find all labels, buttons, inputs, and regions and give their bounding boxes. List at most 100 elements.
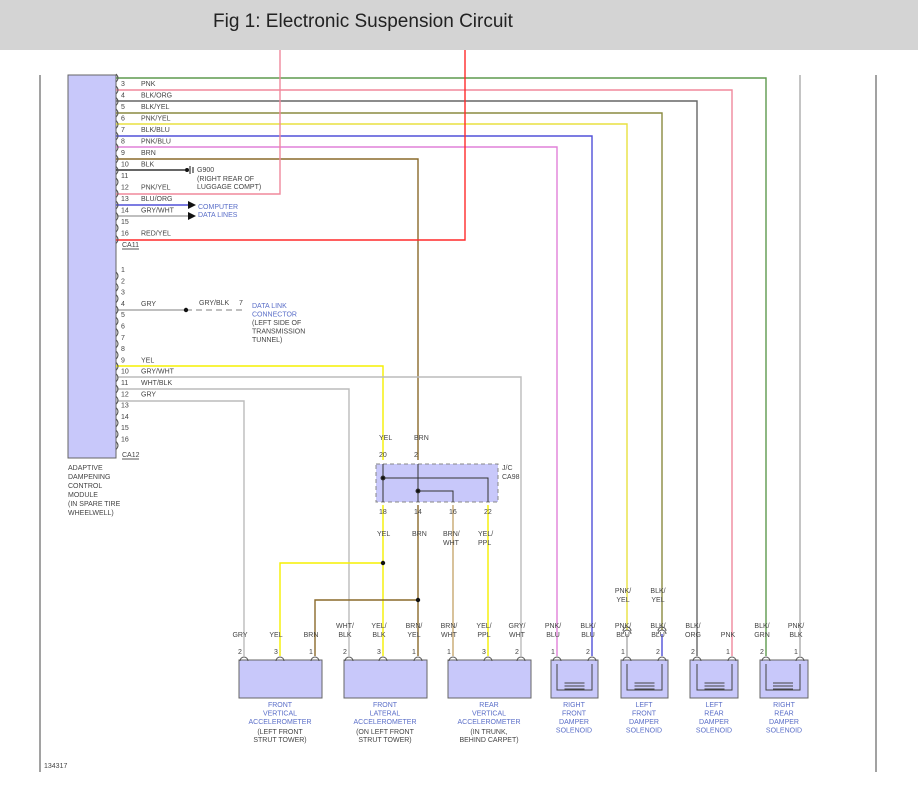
dlc-label: (LEFT SIDE OF	[252, 320, 301, 327]
component-name: RIGHT	[563, 702, 586, 709]
pin-number: 13	[121, 403, 129, 410]
component-wire-label: BLK/	[580, 623, 595, 630]
wire-pnk	[116, 89, 733, 656]
wire-color-label: PNK/BLU	[141, 139, 171, 146]
wire-color-label: RED/YEL	[141, 231, 171, 238]
pin-number: 9	[121, 357, 125, 364]
component-location: STRUT TOWER)	[358, 737, 411, 744]
junction-bottom-wire-label: YEL/	[478, 531, 493, 538]
component-wire-label: BLU	[546, 632, 560, 639]
component-pin-number: 3	[377, 649, 381, 656]
wire-color-label: YEL	[141, 357, 154, 364]
component-wire-label: PNK/	[545, 623, 561, 630]
component-name: LEFT	[635, 702, 653, 709]
component-pin-number: 1	[551, 649, 555, 656]
wire-pnk-blu	[116, 146, 558, 656]
pin-number: 3	[121, 81, 125, 88]
component-wire-label: BLU	[651, 632, 665, 639]
left-rear-damper-solenoid	[689, 659, 739, 699]
component-location: BEHIND CARPET)	[459, 737, 518, 744]
wire-color-label: BLK	[141, 162, 155, 169]
solenoid-coils	[556, 664, 801, 691]
wire-blk-yel	[116, 112, 663, 630]
component-wire-label: BRN	[304, 632, 319, 639]
component-pin-number: 1	[412, 649, 416, 656]
component-pin-number: 1	[794, 649, 798, 656]
pin-number: 5	[121, 312, 125, 319]
dlc-wire-label: GRY/BLK	[199, 300, 230, 307]
wire-gry-wht-10	[116, 376, 522, 656]
rear-vertical-accelerometer	[447, 659, 532, 699]
component-location: STRUT TOWER)	[253, 737, 306, 744]
component-name: ACCELEROMETER	[248, 719, 311, 726]
wire-color-label: GRY	[141, 301, 156, 308]
pin-number: 16	[121, 437, 129, 444]
pin-number: 7	[121, 335, 125, 342]
pin-number: 7	[121, 127, 125, 134]
module-name: CONTROL	[68, 483, 102, 490]
pin-number: 5	[121, 104, 125, 111]
junction-bottom-wire-label: PPL	[478, 540, 491, 547]
wires-ca11	[116, 50, 801, 656]
component-pin-number: 2	[656, 649, 660, 656]
junction-top-wire-label: YEL	[379, 435, 392, 442]
junction-name: J/C	[502, 465, 513, 472]
component-name: SOLENOID	[766, 728, 802, 735]
pin-number: 11	[121, 173, 128, 180]
dlc-label: TUNNEL)	[252, 337, 282, 344]
component-wire-label: WHT	[441, 632, 458, 639]
wire-blk-grn	[116, 77, 767, 656]
component-name: ACCELEROMETER	[457, 719, 520, 726]
junction-box	[375, 463, 499, 503]
component-pin-number: 1	[621, 649, 625, 656]
module-name: ADAPTIVE	[68, 465, 103, 472]
component-name: SOLENOID	[696, 728, 732, 735]
dlc-label: CONNECTOR	[252, 312, 297, 319]
data-lines-label: COMPUTER	[198, 204, 238, 211]
upper-wire-label: YEL	[651, 597, 664, 604]
component-wire-label: BLK/	[650, 623, 665, 630]
component-wire-label: BLK/	[754, 623, 769, 630]
pin-number: 12	[121, 391, 129, 398]
component-pin-number: 1	[309, 649, 313, 656]
component-wire-label: BLK/	[685, 623, 700, 630]
component-boxes	[238, 659, 809, 699]
ground-id: G900	[197, 167, 214, 174]
component-name: RIGHT	[773, 702, 796, 709]
component-name: ACCELEROMETER	[353, 719, 416, 726]
pin-number: 15	[121, 219, 129, 226]
left-front-damper-solenoid	[620, 659, 669, 699]
component-pin-number: 2	[515, 649, 519, 656]
junction-bottom-pin: 16	[449, 509, 457, 516]
component-name: VERTICAL	[263, 711, 297, 718]
page-title: Fig 1: Electronic Suspension Circuit	[213, 11, 513, 32]
pin-number: 1	[121, 267, 125, 274]
figure-id: 134317	[44, 763, 67, 770]
component-name: DAMPER	[629, 719, 659, 726]
junction-bottom-wire-label: BRN/	[443, 531, 460, 538]
junction-bottom-wire-label: WHT	[443, 540, 460, 547]
component-location: (IN TRUNK,	[470, 729, 507, 736]
wire-color-label: BRN	[141, 150, 156, 157]
component-wire-label: BLK	[372, 632, 386, 639]
front-lateral-accelerometer	[343, 659, 428, 699]
dlc-label: DATA LINK	[252, 303, 287, 310]
pin-number: 2	[121, 278, 125, 285]
component-location: (ON LEFT FRONT	[356, 729, 415, 736]
component-wire-label: BRN/	[441, 623, 458, 630]
component-wire-label: GRY/	[509, 623, 526, 630]
component-wire-label: BRN/	[406, 623, 423, 630]
wire-red-yel	[116, 50, 466, 241]
component-name: REAR	[704, 711, 723, 718]
component-location: (LEFT FRONT	[257, 729, 303, 736]
connector-ca12-label: CA12	[122, 452, 140, 459]
right-rear-damper-solenoid	[759, 659, 809, 699]
pin-number: 9	[121, 150, 125, 157]
pin-number: 10	[121, 369, 129, 376]
data-lines-label: DATA LINES	[198, 212, 238, 219]
dlc-pin: 7	[239, 300, 243, 307]
wire-brn	[116, 158, 419, 460]
pin-number: 14	[121, 208, 129, 215]
component-wire-label: WHT	[509, 632, 526, 639]
pin-number: 10	[121, 162, 129, 169]
